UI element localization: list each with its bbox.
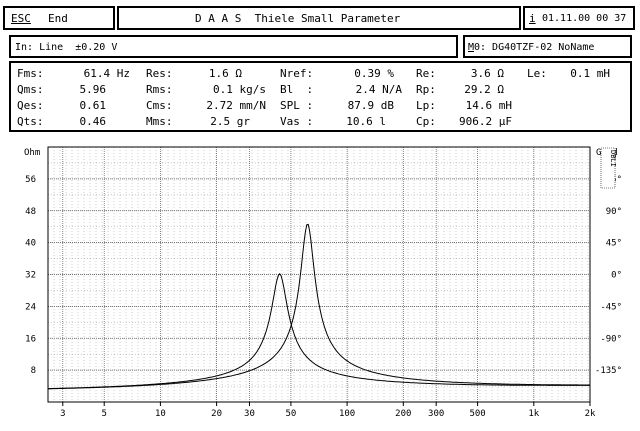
param-lp-value: 14.6 mH (465, 99, 512, 112)
param-cp-label: Cp: (416, 115, 436, 128)
param-res-label: Res: (146, 67, 173, 80)
param-bl-label: Bl : (280, 83, 314, 96)
param-spl-value: 87.9 dB (347, 99, 394, 112)
x-tick-label: 2k (585, 409, 596, 419)
title-box (117, 6, 521, 30)
chart-grid (48, 147, 591, 402)
y-axis-left-title: Ohm (24, 148, 40, 158)
model-name: 0: DG40TZF-02 NoName (474, 42, 595, 53)
param-res-value: 1.6 Ω (208, 67, 242, 80)
axis-ticks: 35102030501002003005001k2k81624324048561… (25, 175, 622, 419)
y-tick-label-left: 48 (25, 207, 36, 217)
esc-end-box[interactable] (3, 6, 115, 30)
x-tick-label: 200 (395, 409, 411, 419)
param-rp-label: Rp: (416, 83, 436, 96)
datetime: 01.11.00 00 37 (542, 13, 627, 24)
param-qms-value: 5.96 (79, 83, 107, 96)
param-fms-label: Fms: (17, 67, 44, 80)
parameter-panel (9, 61, 632, 132)
x-tick-label: 50 (285, 409, 296, 419)
impedance-curve (48, 273, 590, 390)
x-tick-label: 10 (155, 409, 166, 419)
param-re-value: 3.6 Ω (470, 67, 504, 80)
x-tick-label: 300 (428, 409, 444, 419)
param-vas-label: Vas : (280, 115, 314, 128)
x-tick-label: 500 (469, 409, 485, 419)
param-mms-label: Mms: (146, 115, 173, 128)
param-rms-label: Rms: (146, 83, 173, 96)
y-tick-label-right: -90° (600, 334, 622, 344)
chart-curves (47, 223, 590, 390)
y-tick-label-left: 40 (25, 239, 36, 249)
input-range[interactable]: In: Line ±0.20 V (15, 42, 118, 53)
param-qes-label: Qes: (17, 99, 44, 112)
window-title: D A A S Thiele Small Parameter (195, 12, 401, 25)
x-tick-label: 20 (211, 409, 222, 419)
x-tick-label: 5 (101, 409, 106, 419)
input-box[interactable] (9, 35, 458, 58)
y-tick-label-right: 45° (606, 239, 622, 249)
y-tick-label-left: 32 (25, 271, 36, 281)
y-tick-label-right: 90° (606, 207, 622, 217)
param-rp-value: 29.2 Ω (464, 83, 504, 96)
param-cms-label: Cms: (146, 99, 173, 112)
y-tick-label-right: -45° (600, 302, 622, 312)
param-re-label: Re: (416, 67, 436, 80)
param-spl-label: SPL : (280, 99, 314, 112)
model-box[interactable] (463, 35, 632, 58)
info-key[interactable]: i (529, 12, 536, 25)
param-rms-value: 0.1 kg/s (213, 83, 266, 96)
side-marker-text: DBLI (609, 150, 617, 167)
y-tick-label-right: -135° (595, 366, 622, 376)
param-bl-value: 2.4 N/A (355, 83, 402, 96)
param-vas-value: 10.6 l (346, 115, 386, 128)
plot-area-frame (47, 146, 591, 403)
y-tick-label-left: 24 (25, 302, 36, 312)
param-nref-value: 0.39 % (354, 67, 394, 80)
param-qms-label: Qms: (17, 83, 44, 96)
x-tick-label: 30 (244, 409, 255, 419)
param-mms-value: 2.5 gr (210, 115, 250, 128)
side-marker-box (600, 147, 616, 189)
param-qts-label: Qts: (17, 115, 44, 128)
param-lp-label: Lp: (416, 99, 436, 112)
end-label[interactable]: End (48, 12, 68, 25)
model-key[interactable]: M (468, 42, 475, 53)
x-tick-label: 3 (60, 409, 65, 419)
y-tick-label-left: 56 (25, 175, 36, 185)
param-qes-value: 0.61 (79, 99, 107, 112)
param-cp-value: 906.2 µF (459, 115, 512, 128)
x-tick-label: 100 (339, 409, 355, 419)
x-tick-label: 1k (528, 409, 539, 419)
param-le-value: 0.1 mH (570, 67, 610, 80)
esc-key[interactable]: ESC (11, 12, 31, 25)
param-qts-value: 0.46 (79, 115, 107, 128)
y-tick-label-left: 8 (31, 366, 36, 376)
param-le-label: Le: (527, 67, 547, 80)
y-tick-label-left: 16 (25, 334, 36, 344)
param-fms-value: 61.4 Hz (83, 67, 130, 80)
param-nref-label: Nref: (280, 67, 314, 80)
y-tick-label-right: 0° (611, 271, 622, 281)
param-cms-value: 2.72 mm/N (206, 99, 266, 112)
datetime-box[interactable] (523, 6, 635, 30)
